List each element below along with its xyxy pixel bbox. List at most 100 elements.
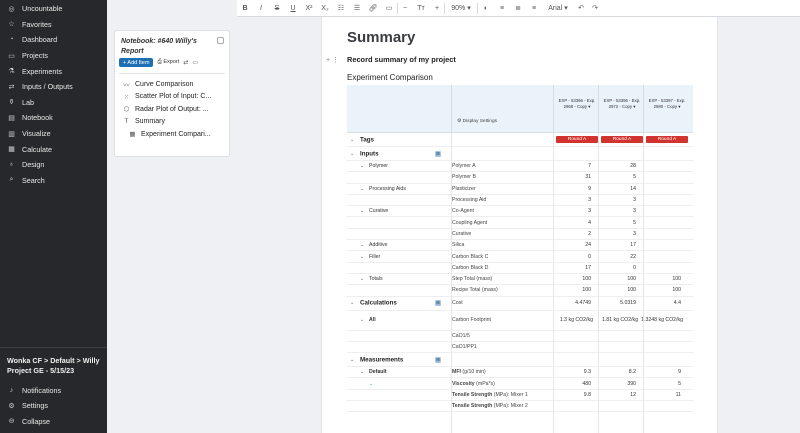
subscript-button[interactable]: X₂ bbox=[321, 4, 329, 12]
align-left-icon[interactable]: ≡ bbox=[499, 4, 505, 12]
export-button[interactable]: ⎙ Export bbox=[157, 59, 180, 65]
cell-value[interactable]: 1.3248 kg CO2/kg bbox=[641, 317, 683, 324]
chevron-down-icon[interactable]: ⌄ bbox=[350, 136, 355, 143]
sidebar-item-notifications[interactable]: ♪ Notifications bbox=[0, 382, 107, 398]
column-header[interactable]: EXP - 53397 - Exp. 2980 - Copy ▾ bbox=[644, 98, 690, 110]
cell-value[interactable]: 1.3 kg CO2/kg bbox=[559, 317, 593, 324]
add-row-icon[interactable]: ⊞ bbox=[435, 150, 441, 157]
italic-button[interactable]: I bbox=[260, 4, 262, 12]
font-select[interactable]: Arial ▾ bbox=[548, 4, 568, 13]
sidebar-item-inputs-outputs[interactable]: ⇄ Inputs / Outputs bbox=[0, 79, 107, 95]
numbered-list-icon[interactable]: ☷ bbox=[337, 5, 345, 12]
font-size-button[interactable]: Tт bbox=[417, 4, 425, 12]
decrease-size-icon[interactable]: − bbox=[402, 4, 408, 12]
add-block-icon[interactable]: + ⋮ bbox=[326, 57, 340, 64]
cell-value[interactable]: 12 bbox=[630, 391, 636, 398]
cell-value[interactable]: 2 bbox=[588, 230, 591, 237]
sidebar-item-experiments[interactable]: ⚗ Experiments bbox=[0, 63, 107, 79]
cell-value[interactable]: 5 bbox=[633, 174, 636, 181]
cell-value[interactable]: 3 bbox=[633, 197, 636, 204]
cell-value[interactable]: 3 bbox=[633, 208, 636, 215]
sidebar-item-notebook[interactable]: ▤ Notebook bbox=[0, 110, 107, 126]
chevron-down-icon[interactable]: ⌄ bbox=[360, 253, 365, 260]
tag-badge[interactable]: Round A bbox=[646, 136, 688, 143]
cell-value[interactable]: 14 bbox=[630, 185, 636, 192]
chevron-down-icon[interactable]: ⌄ bbox=[360, 369, 365, 376]
cell-value[interactable]: 5 bbox=[678, 380, 681, 387]
cell-value[interactable]: 0 bbox=[588, 253, 591, 260]
cell-value[interactable]: 11 bbox=[675, 391, 681, 398]
notebook-item[interactable]: ⁙ Scatter Plot of Input: C... bbox=[115, 91, 229, 104]
strikethrough-button[interactable]: S bbox=[274, 4, 280, 12]
cell-value[interactable]: 3 bbox=[633, 230, 636, 237]
pin-icon[interactable] bbox=[217, 37, 224, 44]
add-row-icon[interactable]: ⊞ bbox=[435, 300, 441, 307]
zoom-select[interactable]: 90% ▾ bbox=[451, 4, 471, 13]
cell-value[interactable]: 17 bbox=[585, 264, 591, 271]
notebook-item[interactable]: 〰 Curve Comparison bbox=[115, 78, 229, 91]
cell-value[interactable]: 28 bbox=[630, 163, 636, 170]
chevron-down-icon[interactable]: ⌄ bbox=[350, 356, 355, 363]
sidebar-item-favorites[interactable]: ☆ Favorites bbox=[0, 17, 107, 33]
add-row-icon[interactable]: ⊞ bbox=[435, 356, 441, 363]
cell-value[interactable]: 24 bbox=[585, 242, 591, 249]
link-icon[interactable]: 🔗︎ bbox=[368, 5, 378, 12]
cell-value[interactable]: 9.3 bbox=[583, 369, 591, 376]
chevron-down-icon[interactable]: ⌄ bbox=[350, 300, 355, 307]
column-header[interactable]: EXP - 53396 - Exp. 2968 - Copy ▾ bbox=[554, 98, 600, 110]
notebook-item[interactable]: ▦ Experiment Compari... bbox=[115, 128, 229, 141]
cell-value[interactable]: 100 bbox=[582, 276, 591, 283]
chevron-down-icon[interactable]: ⌄ bbox=[360, 163, 365, 170]
cell-value[interactable]: 31 bbox=[585, 174, 591, 181]
cell-value[interactable]: 4.4 bbox=[673, 300, 681, 307]
chevron-down-icon[interactable]: ⌄ bbox=[360, 276, 365, 283]
tag-badge[interactable]: Round A bbox=[556, 136, 598, 143]
color-icon[interactable]: ◐ bbox=[483, 4, 489, 12]
cell-value[interactable]: 8.2 bbox=[628, 369, 636, 376]
cell-value[interactable]: 3 bbox=[588, 208, 591, 215]
bold-button[interactable]: B bbox=[242, 4, 248, 12]
cell-value[interactable]: 480 bbox=[582, 380, 591, 387]
align-right-icon[interactable]: ≡ bbox=[531, 4, 537, 12]
sidebar-item-calculate[interactable]: ▦ Calculate bbox=[0, 141, 107, 157]
cell-value[interactable]: 100 bbox=[627, 287, 636, 294]
sidebar-item-uncountable[interactable]: ◎ Uncountable bbox=[0, 1, 107, 17]
bullet-list-icon[interactable]: ☰ bbox=[353, 5, 361, 12]
sidebar-item-projects[interactable]: ▭ Projects bbox=[0, 48, 107, 64]
cell-value[interactable]: 4.4749 bbox=[575, 300, 591, 307]
cell-value[interactable]: 100 bbox=[672, 276, 681, 283]
sidebar-item-settings[interactable]: ⚙ Settings bbox=[0, 398, 107, 414]
superscript-button[interactable]: X² bbox=[305, 4, 313, 12]
sidebar-item-lab[interactable]: ⚱ Lab bbox=[0, 95, 107, 111]
underline-button[interactable]: U bbox=[290, 4, 296, 12]
column-header[interactable]: EXP - 53396 - Exp. 2972 - Copy ▾ bbox=[599, 98, 645, 110]
comment-icon[interactable]: ▭ bbox=[385, 5, 393, 12]
comment-icon[interactable]: ▭ bbox=[192, 60, 198, 66]
cell-value[interactable]: 3 bbox=[588, 197, 591, 204]
sidebar-item-visualize[interactable]: ▥ Visualize bbox=[0, 126, 107, 142]
cell-value[interactable]: 7 bbox=[588, 163, 591, 170]
cell-value[interactable]: 1.81 kg CO2/kg bbox=[601, 317, 638, 324]
cell-value[interactable]: 9.8 bbox=[583, 391, 591, 398]
cell-value[interactable]: 4 bbox=[588, 219, 591, 226]
cell-value[interactable]: 22 bbox=[630, 253, 636, 260]
cell-value[interactable]: 5 bbox=[633, 219, 636, 226]
cell-value[interactable]: 100 bbox=[627, 276, 636, 283]
cell-value[interactable]: 17 bbox=[630, 242, 636, 249]
redo-icon[interactable]: ↷ bbox=[592, 5, 598, 12]
cell-value[interactable]: 9 bbox=[588, 185, 591, 192]
sidebar-item-design[interactable]: ♁ Design bbox=[0, 157, 107, 173]
sidebar-item-search[interactable]: ⌕ Search bbox=[0, 173, 107, 189]
cell-value[interactable]: 390 bbox=[627, 380, 636, 387]
notebook-item[interactable]: T Summary bbox=[115, 116, 229, 129]
undo-icon[interactable]: ↶ bbox=[578, 5, 584, 12]
chevron-down-icon[interactable]: ⌄ bbox=[360, 208, 365, 215]
chevron-down-icon[interactable]: ⌄ bbox=[369, 380, 374, 387]
cell-value[interactable]: 100 bbox=[672, 287, 681, 294]
increase-size-icon[interactable]: + bbox=[434, 4, 440, 12]
cell-value[interactable]: 5.0319 bbox=[620, 300, 636, 307]
chevron-down-icon[interactable]: ⌄ bbox=[360, 242, 365, 249]
sidebar-item-dashboard[interactable]: ◔ Dashboard bbox=[0, 32, 107, 48]
sidebar-item-collapse[interactable]: ⊖ Collapse bbox=[0, 413, 107, 429]
cell-value[interactable]: 100 bbox=[582, 287, 591, 294]
